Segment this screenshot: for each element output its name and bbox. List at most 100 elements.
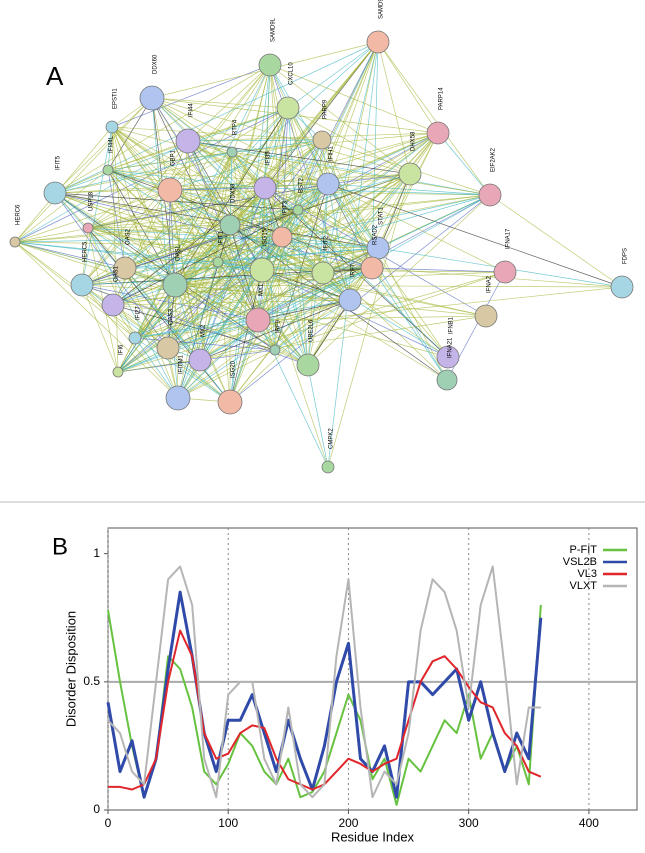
edge [261,132,439,271]
edge [151,97,263,271]
node-label: SAMD9L [271,17,277,42]
legend-label: VSL2B [563,556,597,568]
edge [54,139,323,194]
edge [54,192,379,249]
edge [167,347,231,403]
edge [107,169,299,211]
x-axis-label: Residue Index [331,829,415,844]
plot-frame [107,527,638,811]
edge [151,97,329,185]
edge [107,169,379,249]
edge [124,267,231,403]
edge [87,209,299,229]
edge [87,227,373,269]
edge [327,183,623,288]
edge [174,269,263,286]
edge [107,140,189,171]
node-label: OAS2 [126,228,132,245]
edge [257,183,329,321]
edge [174,284,623,288]
edge [437,132,491,196]
edge [134,236,283,339]
network: SAMD9L SAMD9 DDX60 CXCL10 PARP14 EPSTI1 PARP9 I… [9,0,634,474]
edge [81,140,189,286]
node-label: IFIT3 [283,200,289,215]
edge [169,189,176,286]
node-label: FDPS [623,248,629,264]
node [139,85,165,111]
node [360,256,384,280]
edge [229,209,299,226]
edge [167,224,231,349]
edge [134,64,271,339]
node-label: DHX58 [411,131,417,151]
edge [134,319,259,339]
x-tick-label: 300 [459,816,479,830]
node-label: RSAD2 [373,224,379,245]
node-label: IFNA21 [448,337,454,358]
node [156,336,180,360]
edge [174,224,231,286]
node [493,260,517,284]
edge [117,284,176,373]
edge [322,272,449,358]
edge [111,126,323,141]
node-label: IRF9 [276,319,282,333]
node [296,353,320,377]
node [426,121,450,145]
edge [87,227,179,399]
edge [87,224,231,229]
node [316,172,340,196]
edge [54,192,176,286]
edge [274,267,373,351]
edge [281,236,379,249]
edge [274,271,506,351]
edge [151,97,411,175]
node [474,304,498,328]
edge [187,140,329,185]
edge [167,319,259,349]
edge [81,284,351,301]
edge [54,173,411,194]
edge [231,132,439,153]
edge [187,64,271,142]
node-label: STAT1 [379,207,385,225]
edge [371,267,448,381]
edge [229,194,491,226]
node-label: MX1 [259,283,265,296]
edge [14,97,153,243]
node [226,146,238,158]
node-label: IRF7 [351,263,357,277]
node-label: USP18 [89,191,95,211]
edge [229,173,411,403]
node [162,272,188,298]
edge [199,194,491,361]
node-label: HERC6 [16,204,22,225]
edge [87,183,329,229]
node-label: EIF2AK2 [491,147,497,172]
node-label: IFI35 [266,151,272,165]
y-tick-label: 0.5 [83,674,100,688]
node-label: ISG15 [263,228,269,246]
edge [274,299,351,351]
edge [174,284,487,317]
edge [112,304,169,349]
node-label: IFIT1 [219,230,225,245]
edge [377,41,439,134]
node-label: RTP4 [233,119,239,135]
edge [134,286,623,339]
edge [14,189,171,243]
edge [117,236,283,373]
edge [177,261,219,399]
edge [322,173,411,274]
node [436,369,458,391]
edge [107,97,153,171]
edge [107,151,233,171]
node [249,257,275,283]
edge [307,194,491,366]
x-tick-label: 0 [105,816,112,830]
x-tick-label: 100 [218,816,238,830]
edge [187,140,373,269]
edge [174,209,299,286]
node [112,366,124,378]
